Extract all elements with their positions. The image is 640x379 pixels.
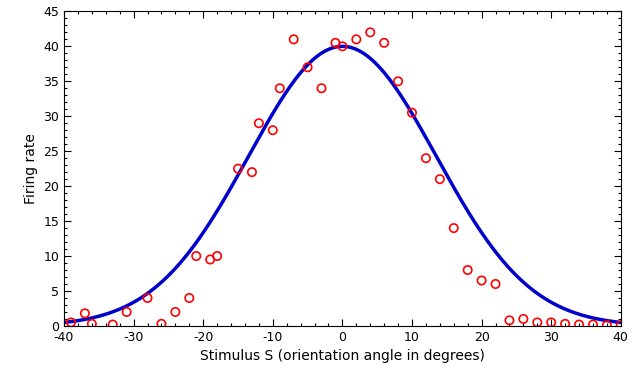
X-axis label: Stimulus S (orientation angle in degrees): Stimulus S (orientation angle in degrees…	[200, 349, 485, 363]
Point	[546, 319, 556, 326]
Point	[108, 321, 118, 327]
Point	[122, 309, 132, 315]
Point	[393, 78, 403, 84]
Point	[504, 317, 515, 323]
Point	[66, 319, 76, 326]
Point	[588, 321, 598, 327]
Point	[407, 110, 417, 116]
Point	[532, 319, 543, 326]
Point	[449, 225, 459, 231]
Point	[247, 169, 257, 175]
Point	[490, 281, 500, 287]
Point	[156, 321, 166, 327]
Point	[602, 322, 612, 328]
Point	[205, 257, 215, 263]
Point	[184, 295, 195, 301]
Point	[518, 316, 529, 322]
Point	[574, 321, 584, 327]
Point	[616, 322, 626, 328]
Point	[170, 309, 180, 315]
Point	[80, 310, 90, 316]
Point	[421, 155, 431, 161]
Y-axis label: Firing rate: Firing rate	[24, 133, 38, 204]
Point	[435, 176, 445, 182]
Point	[316, 85, 326, 91]
Point	[233, 166, 243, 172]
Point	[351, 36, 362, 42]
Point	[212, 253, 222, 259]
Point	[463, 267, 473, 273]
Point	[379, 40, 389, 46]
Point	[86, 321, 97, 327]
Point	[560, 321, 570, 327]
Point	[303, 64, 313, 70]
Point	[289, 36, 299, 42]
Point	[275, 85, 285, 91]
Point	[142, 295, 152, 301]
Point	[253, 120, 264, 126]
Point	[337, 43, 348, 49]
Point	[268, 127, 278, 133]
Point	[330, 40, 340, 46]
Point	[191, 253, 202, 259]
Point	[365, 29, 375, 35]
Point	[476, 277, 486, 283]
